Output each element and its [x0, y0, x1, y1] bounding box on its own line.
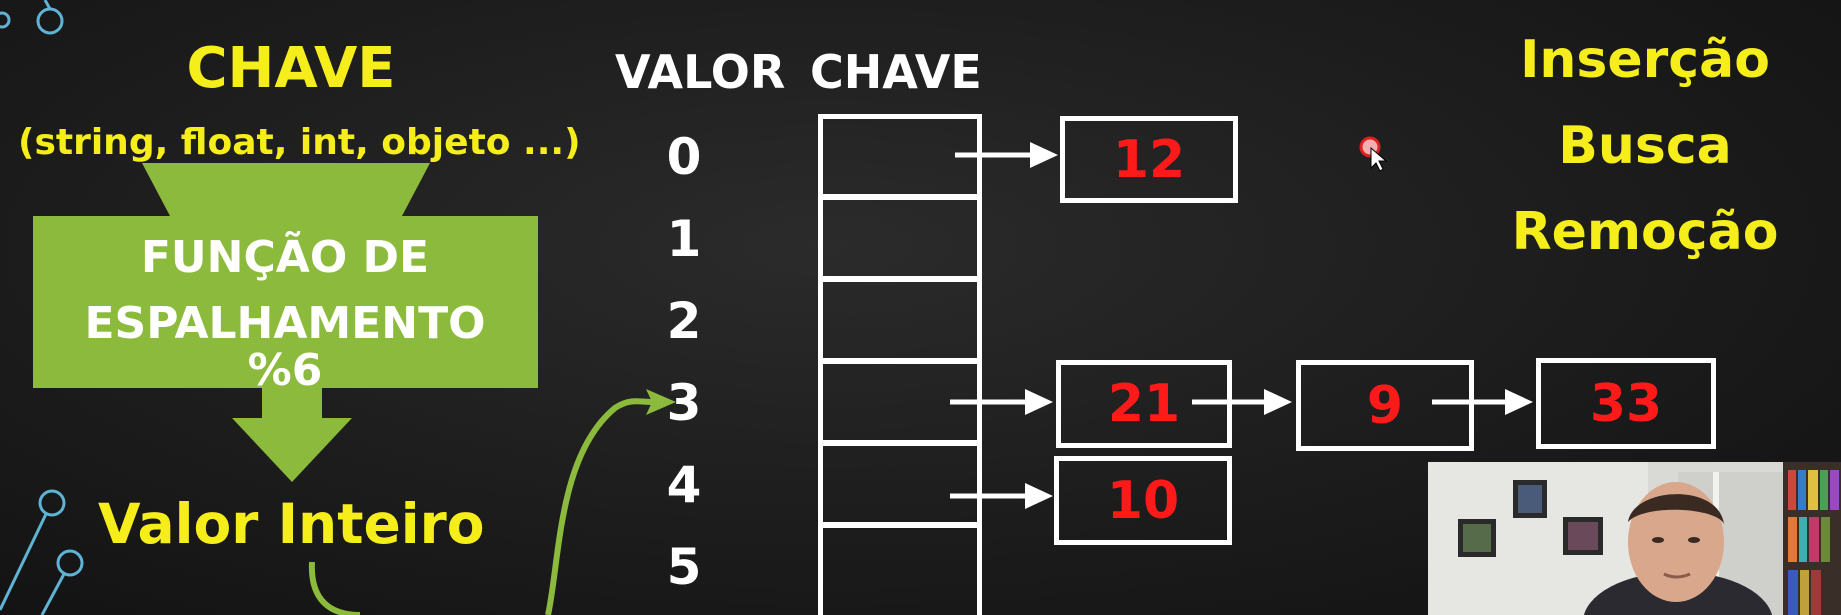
pointer-cursor-icon — [1359, 136, 1388, 172]
table-cell — [818, 441, 982, 527]
operation-removal: Remoção — [1511, 202, 1779, 262]
key-title: CHAVE — [186, 36, 396, 101]
table-cell — [818, 277, 982, 363]
index-label: 5 — [666, 538, 702, 596]
mapping-curve-arrowhead — [646, 389, 676, 415]
presenter — [1583, 482, 1773, 615]
presenter-webcam — [1428, 462, 1841, 615]
pointer-arrows — [950, 142, 1533, 509]
table-cell — [818, 114, 982, 199]
index-label: 4 — [666, 456, 702, 514]
header-valor: VALOR — [615, 45, 786, 99]
funnel-top — [142, 163, 430, 216]
node-9: 9 — [1296, 360, 1474, 451]
index-label: 0 — [666, 128, 702, 186]
node-12: 12 — [1060, 116, 1238, 203]
down-arrow — [232, 388, 352, 482]
node-33: 33 — [1536, 358, 1716, 449]
hash-modulo: %6 — [247, 345, 323, 396]
table-cell — [818, 195, 982, 281]
operation-search: Busca — [1558, 116, 1732, 176]
circuit-decoration-top — [0, 0, 64, 35]
table-cell — [818, 359, 982, 445]
node-21: 21 — [1056, 360, 1232, 448]
header-chave: CHAVE — [810, 45, 982, 99]
key-types-text: (string, float, int, objeto ...) — [18, 122, 581, 163]
operation-insertion: Inserção — [1520, 30, 1770, 90]
integer-value-label: Valor Inteiro — [98, 492, 485, 556]
hash-function-line2: ESPALHAMENTO — [84, 298, 486, 349]
index-label: 1 — [666, 210, 702, 268]
table-cell — [818, 523, 982, 615]
circuit-decoration-bottom — [0, 489, 84, 615]
hash-function-line1: FUNÇÃO DE — [140, 232, 430, 283]
index-label: 2 — [666, 292, 702, 350]
funnel-body — [33, 216, 538, 388]
node-10: 10 — [1054, 456, 1232, 545]
webcam-scene — [1428, 462, 1841, 615]
index-label: 3 — [666, 374, 702, 432]
